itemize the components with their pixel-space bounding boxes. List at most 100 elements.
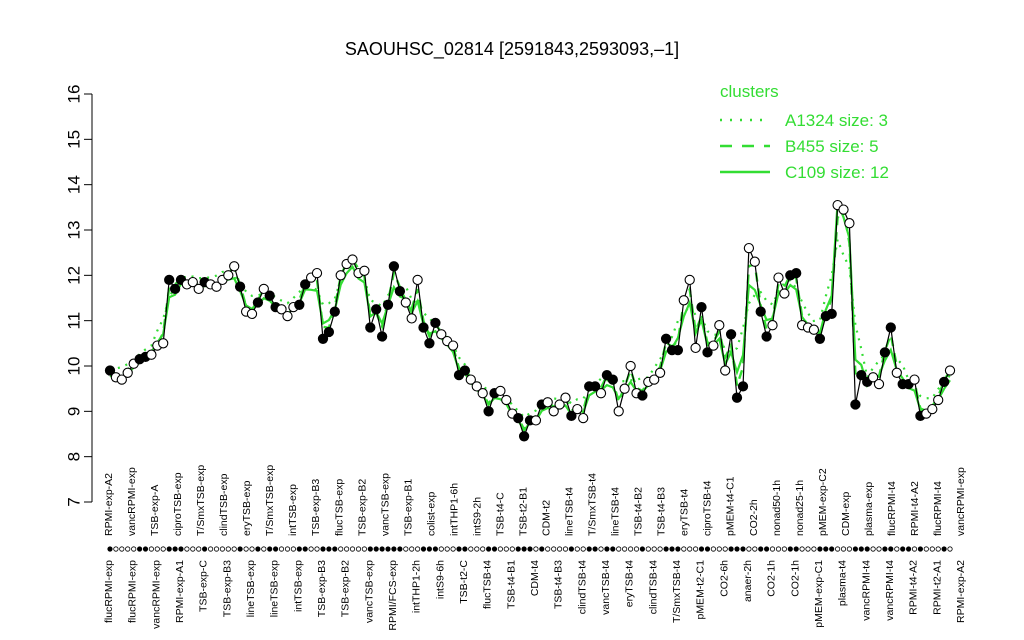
rug-mark-open [911, 546, 918, 552]
rug-mark-filled [663, 546, 669, 552]
rug-mark-open [716, 546, 722, 552]
filled-data-point [814, 333, 826, 344]
filled-data-point [737, 381, 749, 392]
x-tick-label-top: TSB-t4-B2 [633, 487, 645, 536]
open-data-point [749, 256, 760, 267]
x-tick-label-bottom: pMEM-exp-C1 [813, 560, 825, 628]
open-data-point [684, 274, 695, 286]
rug-mark-filled [704, 546, 711, 552]
filled-data-point [761, 331, 772, 342]
filled-data-point [607, 374, 618, 385]
rug-mark-filled [698, 546, 705, 552]
rug-mark-filled [432, 546, 438, 552]
rug-mark-open [414, 546, 421, 552]
rug-mark-filled [604, 546, 610, 552]
y-axis: 7 8 9 10 11 12 13 14 15 16 [64, 85, 93, 507]
x-tick-label-top: TSB-exp-B3 [310, 479, 322, 536]
open-data-point [530, 415, 542, 426]
open-data-point [554, 399, 565, 410]
x-tick-label-bottom: intTSB-exp [292, 560, 304, 612]
rug-mark-open [935, 546, 941, 552]
filled-data-point [234, 281, 246, 292]
x-tick-label-top: TSB-exp-B2 [356, 479, 368, 536]
rug-mark-filled [137, 546, 143, 552]
x-tick-label-top: TSB-exp-A [149, 485, 161, 536]
rug-mark-open [598, 546, 604, 552]
x-tick-label-bottom: CO2-1h [789, 560, 801, 597]
open-data-point [495, 385, 506, 397]
rug-mark-filled [326, 546, 332, 552]
rug-mark-filled [420, 546, 427, 552]
filled-data-point [264, 290, 275, 301]
x-tick-label-bottom: CO2-6h [718, 560, 730, 597]
filled-data-point [589, 381, 601, 392]
rug-mark-filled [456, 546, 462, 552]
legend: clusters A1324 size: 3 B455 size: 5 C109 s… [720, 82, 889, 182]
x-tick-label-bottom: eryTSB-t4 [624, 560, 636, 607]
x-tick-label-top: ciproTSB-t4 [702, 480, 714, 536]
x-tick-label-top: vancTSB-exp [379, 473, 391, 536]
x-tick-label-top: intS9-2h [471, 497, 483, 536]
rug-mark-open [438, 546, 444, 552]
x-tick-label-bottom: RPMI-t2-A1 [931, 560, 943, 615]
open-data-point [944, 365, 956, 376]
rug-mark-open [261, 546, 267, 552]
filled-data-point [323, 326, 335, 338]
legend-title: clusters [720, 82, 779, 101]
x-tick-label-bottom: TSB-t4-B3 [553, 560, 565, 609]
rug-mark-open [208, 546, 214, 552]
rug-mark-open [213, 546, 220, 552]
rug-mark-open [722, 546, 728, 552]
open-data-point [229, 261, 240, 272]
rug-mark-open [840, 546, 847, 552]
rug-mark-filled [858, 546, 864, 552]
rug-mark-filled [166, 546, 172, 552]
rug-mark-filled [905, 546, 912, 552]
x-tick-label-bottom: RPMI-exp-A1 [174, 560, 186, 623]
rug-mark-open [876, 546, 882, 552]
rug-mark-open [113, 546, 119, 552]
open-data-point [808, 324, 820, 335]
rug-mark-open [545, 546, 551, 552]
open-data-point [359, 265, 370, 276]
rug-mark-open [894, 546, 900, 552]
x-tick-label-bottom: vancTSB-exp [363, 560, 375, 623]
x-tick-label-top: intTHP1-6h [448, 483, 460, 536]
rug-mark-open [338, 546, 344, 552]
rug-mark-open [225, 546, 231, 552]
rug-mark-filled [202, 546, 208, 552]
filled-data-point [879, 347, 891, 358]
rug-mark-open [154, 546, 160, 552]
rug-mark-filled [941, 546, 947, 552]
x-tick-label-bottom: flucRPMI-exp [127, 560, 139, 623]
x-tick-label-bottom: vancRPMI-exp [150, 560, 162, 629]
filled-data-point [300, 279, 311, 290]
open-data-point [560, 392, 571, 403]
rug-mark-filled [373, 546, 379, 552]
rug-mark-open [290, 546, 296, 552]
rug-mark-filled [515, 546, 521, 552]
filled-data-point [418, 322, 429, 333]
x-tick-label-bottom: intTHP1-2h [411, 560, 423, 613]
x-tick-label-bottom: vancRPMI-t4 [860, 560, 872, 621]
rug-mark-open [314, 546, 320, 552]
rug-mark-filled [296, 546, 302, 552]
filled-data-point [791, 267, 802, 279]
filled-data-point [376, 331, 388, 342]
x-tick-label-bottom: RPMI/FCS-exp [387, 560, 399, 631]
y-tick-label: 13 [64, 221, 83, 240]
rug-mark-open [616, 546, 622, 552]
y-tick-label: 14 [64, 175, 83, 194]
open-data-point [838, 204, 849, 215]
x-tick-label-bottom: pMEM-t2-C1 [695, 560, 707, 620]
filled-data-point [459, 365, 471, 376]
rug-mark-filled [539, 546, 545, 552]
rug-mark-open [196, 546, 202, 552]
rug-mark-open [805, 546, 811, 552]
rug-mark-open [409, 546, 415, 552]
rug-mark-filled [793, 546, 799, 552]
open-data-point [276, 304, 287, 315]
filled-data-point [856, 369, 867, 381]
filled-data-point [637, 390, 648, 401]
rug-mark-filled [592, 546, 598, 552]
